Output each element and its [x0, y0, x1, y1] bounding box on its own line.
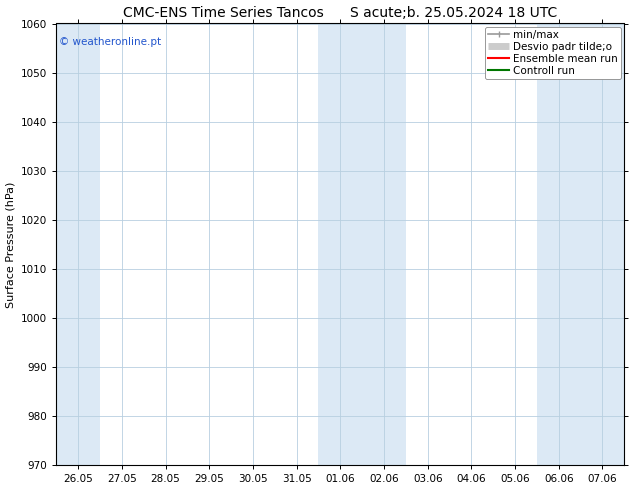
- Bar: [318, 24, 362, 465]
- Y-axis label: Surface Pressure (hPa): Surface Pressure (hPa): [6, 181, 16, 308]
- Text: © weatheronline.pt: © weatheronline.pt: [59, 37, 162, 47]
- Bar: [581, 24, 624, 465]
- Bar: [537, 24, 581, 465]
- Title: CMC-ENS Time Series Tancos      S acute;b. 25.05.2024 18 UTC: CMC-ENS Time Series Tancos S acute;b. 25…: [123, 5, 557, 20]
- Legend: min/max, Desvio padr tilde;o, Ensemble mean run, Controll run: min/max, Desvio padr tilde;o, Ensemble m…: [485, 26, 621, 79]
- Bar: [362, 24, 406, 465]
- Bar: [56, 24, 100, 465]
